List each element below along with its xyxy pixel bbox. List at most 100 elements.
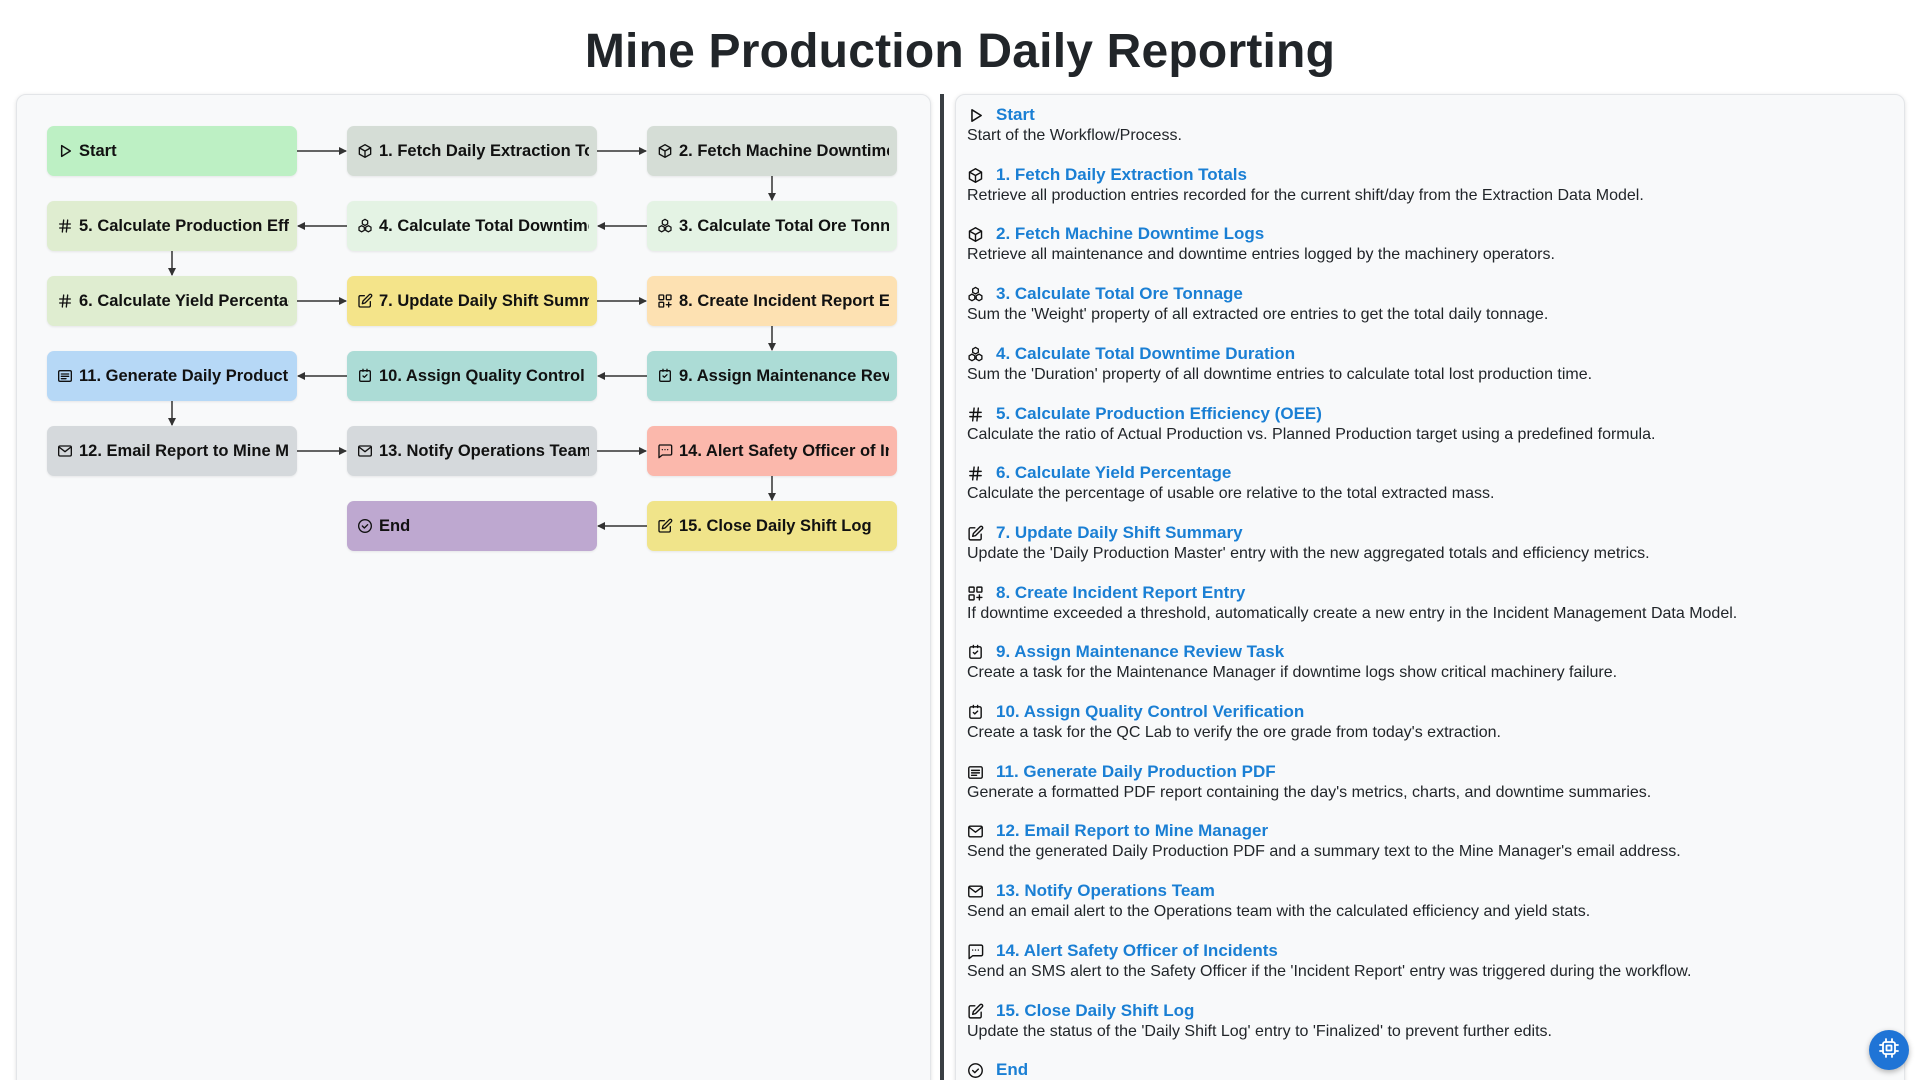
- step-detail-description: Start of the Workflow/Process.: [967, 127, 1182, 144]
- edit-icon: [967, 525, 984, 542]
- flow-node-label: 12. Email Report to Mine Manager: [79, 441, 289, 460]
- play-icon: [967, 107, 984, 124]
- flow-node-end[interactable]: End: [347, 501, 597, 551]
- step-detail-description: Update the 'Daily Production Master' ent…: [967, 545, 1650, 562]
- step-detail-header: 6. Calculate Yield Percentage: [967, 462, 1494, 484]
- step-detail-header: 12. Email Report to Mine Manager: [967, 820, 1681, 842]
- boxes-icon: [657, 218, 673, 234]
- message-icon: [657, 443, 673, 459]
- checkbox-icon: [357, 368, 373, 384]
- step-detail-title-link[interactable]: 9. Assign Maintenance Review Task: [996, 642, 1285, 661]
- panel-splitter[interactable]: [940, 94, 944, 1080]
- chip-icon: [1877, 1036, 1901, 1065]
- step-detail-description: Send the generated Daily Production PDF …: [967, 843, 1681, 860]
- play-icon: [57, 143, 73, 159]
- step-detail-item: 10. Assign Quality Control Verification C…: [967, 701, 1501, 743]
- step-details-panel: [955, 94, 1905, 1080]
- step-detail-title-link[interactable]: 12. Email Report to Mine Manager: [996, 821, 1269, 840]
- step-detail-description: Retrieve all maintenance and downtime en…: [967, 246, 1555, 263]
- grid-plus-icon: [967, 585, 984, 602]
- step-detail-header: 14. Alert Safety Officer of Incidents: [967, 940, 1691, 962]
- step-detail-title-link[interactable]: 5. Calculate Production Efficiency (OEE): [996, 404, 1322, 423]
- flow-node-n6[interactable]: 6. Calculate Yield Percentage: [47, 276, 297, 326]
- flow-node-n8[interactable]: 8. Create Incident Report Entry: [647, 276, 897, 326]
- step-detail-item: 12. Email Report to Mine Manager Send the…: [967, 820, 1681, 862]
- step-detail-item: 14. Alert Safety Officer of Incidents Sen…: [967, 940, 1691, 982]
- step-detail-title-link[interactable]: End: [996, 1060, 1029, 1079]
- step-detail-title-link[interactable]: 7. Update Daily Shift Summary: [996, 523, 1243, 542]
- mail-icon: [357, 443, 373, 459]
- assistant-button[interactable]: [1869, 1030, 1909, 1070]
- flow-node-n2[interactable]: 2. Fetch Machine Downtime Logs: [647, 126, 897, 176]
- step-detail-header: 9. Assign Maintenance Review Task: [967, 641, 1617, 663]
- flow-node-n4[interactable]: 4. Calculate Total Downtime Duration: [347, 201, 597, 251]
- flow-node-label: Start: [79, 141, 117, 160]
- step-detail-description: Create a task for the QC Lab to verify t…: [967, 724, 1501, 741]
- flow-node-n11[interactable]: 11. Generate Daily Production PDF: [47, 351, 297, 401]
- step-detail-header: 2. Fetch Machine Downtime Logs: [967, 223, 1555, 245]
- flow-node-label: 9. Assign Maintenance Review Task: [679, 366, 889, 385]
- document-icon: [967, 764, 984, 781]
- edit-icon: [657, 518, 673, 534]
- step-detail-title-link[interactable]: 4. Calculate Total Downtime Duration: [996, 344, 1296, 363]
- step-detail-item: 5. Calculate Production Efficiency (OEE)…: [967, 403, 1655, 445]
- cube-icon: [657, 143, 673, 159]
- flow-node-label: 5. Calculate Production Efficiency (OEE): [79, 216, 289, 235]
- step-detail-title-link[interactable]: 6. Calculate Yield Percentage: [996, 463, 1232, 482]
- step-detail-title-link[interactable]: Start: [996, 105, 1035, 124]
- flow-node-label: 2. Fetch Machine Downtime Logs: [679, 141, 889, 160]
- step-detail-description: Generate a formatted PDF report containi…: [967, 784, 1652, 801]
- mail-icon: [967, 823, 984, 840]
- message-icon: [967, 943, 984, 960]
- hash-icon: [57, 218, 73, 234]
- flow-node-n15[interactable]: 15. Close Daily Shift Log: [647, 501, 897, 551]
- flow-node-label: End: [379, 516, 411, 535]
- step-detail-title-link[interactable]: 2. Fetch Machine Downtime Logs: [996, 224, 1265, 243]
- step-detail-item: Start Start of the Workflow/Process.: [967, 104, 1182, 146]
- step-detail-item: 9. Assign Maintenance Review Task Create …: [967, 641, 1617, 683]
- step-detail-header: 4. Calculate Total Downtime Duration: [967, 343, 1592, 365]
- step-detail-title-link[interactable]: 15. Close Daily Shift Log: [996, 1001, 1195, 1020]
- flow-node-n14[interactable]: 14. Alert Safety Officer of Incidents: [647, 426, 897, 476]
- step-detail-item: 1. Fetch Daily Extraction Totals Retrieve…: [967, 164, 1644, 206]
- step-detail-description: Update the status of the 'Daily Shift Lo…: [967, 1023, 1552, 1040]
- flow-node-label: 6. Calculate Yield Percentage: [79, 291, 289, 310]
- step-detail-title-link[interactable]: 1. Fetch Daily Extraction Totals: [996, 165, 1247, 184]
- check-circle-icon: [357, 518, 373, 534]
- flow-node-n1[interactable]: 1. Fetch Daily Extraction Totals: [347, 126, 597, 176]
- step-detail-item: 13. Notify Operations Team Send an email …: [967, 880, 1590, 922]
- step-detail-header: 5. Calculate Production Efficiency (OEE): [967, 403, 1655, 425]
- flow-node-label: 14. Alert Safety Officer of Incidents: [679, 441, 889, 460]
- step-detail-title-link[interactable]: 8. Create Incident Report Entry: [996, 583, 1246, 602]
- edit-icon: [967, 1003, 984, 1020]
- mail-icon: [967, 883, 984, 900]
- step-detail-header: 10. Assign Quality Control Verification: [967, 701, 1501, 723]
- step-detail-title-link[interactable]: 10. Assign Quality Control Verification: [996, 702, 1305, 721]
- step-detail-item: 8. Create Incident Report Entry If downti…: [967, 582, 1737, 624]
- step-detail-header: 11. Generate Daily Production PDF: [967, 761, 1651, 783]
- hash-icon: [967, 465, 984, 482]
- checkbox-icon: [967, 644, 984, 661]
- step-detail-title-link[interactable]: 11. Generate Daily Production PDF: [996, 762, 1276, 781]
- mail-icon: [57, 443, 73, 459]
- step-detail-description: Sum the 'Weight' property of all extract…: [967, 306, 1549, 323]
- flow-node-n12[interactable]: 12. Email Report to Mine Manager: [47, 426, 297, 476]
- flow-node-label: 10. Assign Quality Control Verification: [379, 366, 589, 385]
- flow-node-label: 11. Generate Daily Production PDF: [79, 366, 289, 385]
- flow-node-n7[interactable]: 7. Update Daily Shift Summary: [347, 276, 597, 326]
- flow-node-n9[interactable]: 9. Assign Maintenance Review Task: [647, 351, 897, 401]
- flow-node-n10[interactable]: 10. Assign Quality Control Verification: [347, 351, 597, 401]
- step-detail-header: 15. Close Daily Shift Log: [967, 1000, 1552, 1022]
- flow-node-n3[interactable]: 3. Calculate Total Ore Tonnage: [647, 201, 897, 251]
- flow-node-n5[interactable]: 5. Calculate Production Efficiency (OEE): [47, 201, 297, 251]
- boxes-icon: [357, 218, 373, 234]
- flow-node-start[interactable]: Start: [47, 126, 297, 176]
- step-detail-item: 11. Generate Daily Production PDF Generat…: [967, 761, 1651, 803]
- flow-node-n13[interactable]: 13. Notify Operations Team: [347, 426, 597, 476]
- step-detail-title-link[interactable]: 3. Calculate Total Ore Tonnage: [996, 284, 1243, 303]
- step-detail-title-link[interactable]: 14. Alert Safety Officer of Incidents: [996, 941, 1278, 960]
- step-detail-title-link[interactable]: 13. Notify Operations Team: [996, 881, 1215, 900]
- check-circle-icon: [967, 1062, 984, 1079]
- step-detail-item: End: [967, 1059, 1028, 1080]
- step-detail-header: 8. Create Incident Report Entry: [967, 582, 1737, 604]
